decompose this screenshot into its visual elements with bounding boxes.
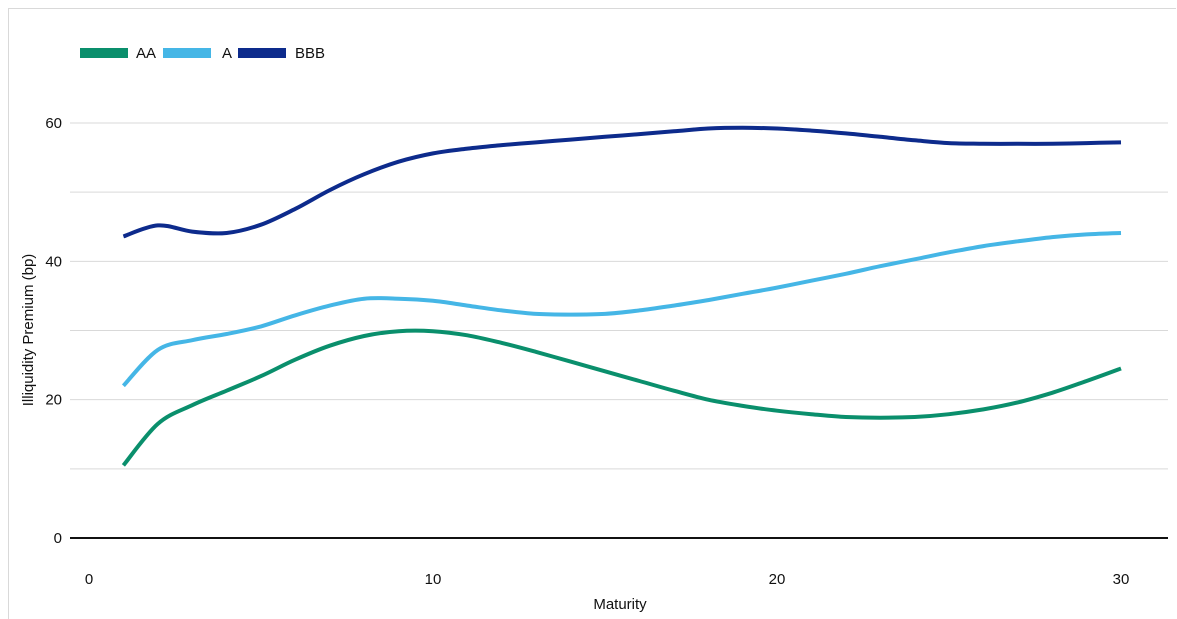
x-tick-label: 20 (769, 571, 786, 588)
series-line-bbb (122, 125, 1122, 239)
y-tick-label: 60 (45, 115, 62, 132)
y-tick-label: 20 (45, 392, 62, 409)
legend: AA A BBB (80, 45, 325, 62)
legend-swatch-a (163, 48, 211, 58)
y-axis-ticks: 0 20 40 60 (45, 115, 62, 547)
series-line-a (121, 231, 1122, 388)
x-tick-label: 10 (425, 571, 442, 588)
legend-label-a: A (222, 45, 232, 62)
y-tick-label: 0 (54, 530, 62, 547)
series-lines (121, 125, 1122, 467)
gridlines (70, 122, 1168, 470)
x-tick-label: 30 (1113, 571, 1130, 588)
series-line-aa (121, 328, 1122, 467)
legend-swatch-aa (80, 48, 128, 58)
x-axis-title: Maturity (593, 596, 647, 613)
legend-label-aa: AA (136, 45, 156, 62)
legend-swatch-bbb (238, 48, 286, 58)
x-tick-label: 0 (85, 571, 93, 588)
y-axis-title: Illiquidity Premium (bp) (20, 254, 37, 407)
x-axis-ticks: 0 10 20 30 (85, 571, 1130, 588)
chart-frame (8, 8, 1176, 619)
legend-label-bbb: BBB (295, 45, 325, 62)
y-tick-label: 40 (45, 253, 62, 270)
